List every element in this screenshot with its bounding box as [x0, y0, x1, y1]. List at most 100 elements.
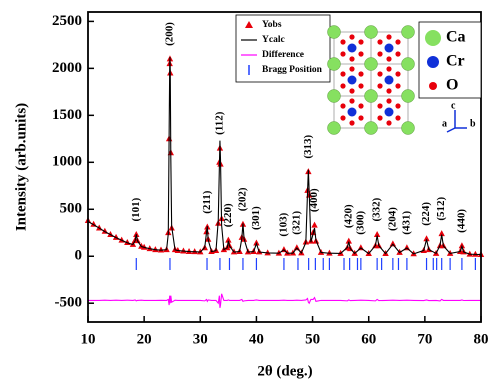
oxygen-atom [386, 34, 391, 39]
oxygen-atom [395, 103, 400, 108]
calcium-atom [402, 122, 415, 135]
oxygen-atom [340, 39, 345, 44]
peak-label: (103) [277, 212, 289, 236]
y-tick-label: 500 [60, 201, 83, 217]
oxygen-atom [395, 39, 400, 44]
oxygen-atom [386, 66, 391, 71]
peak-label: (420) [342, 204, 354, 228]
element-swatch [429, 82, 437, 90]
oxygen-atom [395, 51, 400, 56]
peak-label: (332) [371, 197, 383, 221]
peak-label: (220) [222, 203, 234, 227]
x-tick-label: 50 [305, 331, 320, 347]
oxygen-atom [386, 56, 391, 61]
calcium-atom [365, 26, 378, 39]
chromium-atom [385, 44, 394, 53]
calcium-atom [328, 90, 341, 103]
element-swatch [425, 30, 441, 46]
x-tick-label: 70 [417, 331, 432, 347]
oxygen-atom [377, 51, 382, 56]
calcium-atom [402, 58, 415, 71]
oxygen-atom [340, 115, 345, 120]
oxygen-atom [395, 71, 400, 76]
oxygen-atom [349, 98, 354, 103]
y-axis-title: Intensity (arb.units) [13, 103, 29, 231]
oxygen-atom [349, 56, 354, 61]
peak-label: (202) [236, 187, 248, 211]
oxygen-atom [358, 71, 363, 76]
oxygen-atom [386, 98, 391, 103]
peak-label: (211) [201, 190, 213, 214]
peak-label: (301) [250, 206, 262, 230]
calcium-atom [365, 90, 378, 103]
peak-label: (200) [163, 22, 175, 46]
calcium-atom [365, 58, 378, 71]
x-axis-title: 2θ (deg.) [257, 363, 312, 379]
chromium-atom [348, 44, 357, 53]
axis-letter: b [470, 118, 476, 129]
y-tick-label: 2500 [52, 13, 82, 29]
oxygen-atom [358, 103, 363, 108]
chromium-atom [385, 76, 394, 85]
element-swatch [427, 56, 439, 68]
oxygen-atom [340, 71, 345, 76]
oxygen-atom [377, 115, 382, 120]
oxygen-atom [358, 115, 363, 120]
peak-label: (440) [455, 209, 467, 233]
oxygen-atom [349, 66, 354, 71]
y-tick-label: 1000 [52, 154, 82, 170]
oxygen-atom [358, 83, 363, 88]
legend-label: Bragg Position [262, 65, 323, 75]
oxygen-atom [340, 83, 345, 88]
x-tick-label: 40 [249, 331, 264, 347]
y-tick-label: 0 [75, 248, 83, 264]
peak-label: (400) [308, 188, 320, 212]
oxygen-atom [340, 103, 345, 108]
y-tick-label: 2000 [52, 60, 82, 76]
calcium-atom [365, 122, 378, 135]
legend-label: Difference [262, 50, 304, 60]
oxygen-atom [377, 39, 382, 44]
calcium-atom [402, 26, 415, 39]
peak-label: (112) [213, 111, 225, 135]
peak-label: (224) [420, 202, 432, 226]
calcium-atom [328, 58, 341, 71]
oxygen-atom [395, 115, 400, 120]
oxygen-atom [340, 51, 345, 56]
calcium-atom [328, 122, 341, 135]
legend-label: Yobs [262, 20, 282, 30]
oxygen-atom [395, 83, 400, 88]
legend-label: Ycalc [262, 35, 285, 45]
chromium-atom [348, 108, 357, 117]
oxygen-atom [349, 34, 354, 39]
oxygen-atom [386, 120, 391, 125]
oxygen-atom [349, 120, 354, 125]
element-label: Ca [446, 29, 466, 46]
oxygen-atom [377, 71, 382, 76]
peak-label: (300) [354, 211, 366, 235]
axis-letter: c [451, 100, 456, 111]
x-tick-label: 30 [193, 331, 208, 347]
oxygen-atom [349, 88, 354, 93]
oxygen-atom [386, 88, 391, 93]
chromium-atom [385, 108, 394, 117]
peak-label: (512) [435, 196, 447, 220]
peak-label: (101) [130, 197, 142, 221]
x-tick-label: 10 [81, 331, 96, 347]
peak-label: (313) [302, 134, 314, 158]
peak-label: (431) [400, 211, 412, 235]
oxygen-atom [358, 51, 363, 56]
oxygen-atom [377, 103, 382, 108]
element-label: Cr [446, 53, 465, 70]
chart: Intensity (arb.units) 2θ (deg.) 10 20 30 40… [0, 0, 492, 383]
x-tick-label: 80 [474, 331, 489, 347]
calcium-atom [328, 26, 341, 39]
x-tick-label: 20 [137, 331, 152, 347]
peak-label: (204) [386, 207, 398, 231]
peak-label: (321) [290, 211, 302, 235]
axis-letter: a [442, 118, 447, 129]
element-label: O [446, 77, 458, 94]
oxygen-atom [358, 39, 363, 44]
calcium-atom [402, 90, 415, 103]
chromium-atom [348, 76, 357, 85]
